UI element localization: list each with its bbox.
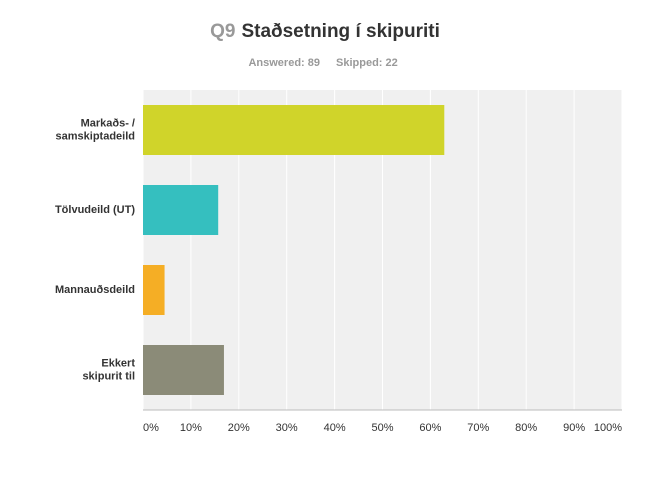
skipped: Skipped: 22 xyxy=(336,57,398,69)
chart-heading: Q9 Staðsetning í skipuriti xyxy=(210,21,440,42)
bar xyxy=(143,105,445,155)
x-tick-label: 50% xyxy=(371,422,393,434)
x-tick-label: 100% xyxy=(594,422,622,434)
x-tick-label: 30% xyxy=(276,422,298,434)
x-tick-label: 40% xyxy=(324,422,346,434)
y-tick-label: Mannauðsdeild xyxy=(55,284,135,296)
x-tick-label: 80% xyxy=(515,422,537,434)
y-tick-label: Ekkert xyxy=(101,357,135,369)
y-tick-label: skipurit til xyxy=(82,370,135,382)
x-tick-label: 0% xyxy=(143,422,159,434)
answered: Answered: 89 xyxy=(248,57,320,69)
bar xyxy=(143,265,165,315)
bar xyxy=(143,185,219,235)
x-tick-label: 10% xyxy=(180,422,202,434)
x-tick-label: 20% xyxy=(228,422,250,434)
question-number: Q9 xyxy=(210,21,235,42)
y-tick-label: samskiptadeild xyxy=(56,130,135,142)
chart-title: Staðsetning í skipuriti xyxy=(241,21,439,42)
x-tick-label: 70% xyxy=(467,422,489,434)
x-tick-label: 90% xyxy=(563,422,585,434)
y-tick-label: Markaðs- / xyxy=(81,117,135,129)
bar xyxy=(143,345,224,395)
x-tick-label: 60% xyxy=(419,422,441,434)
y-tick-label: Tölvudeild (UT) xyxy=(55,204,135,216)
